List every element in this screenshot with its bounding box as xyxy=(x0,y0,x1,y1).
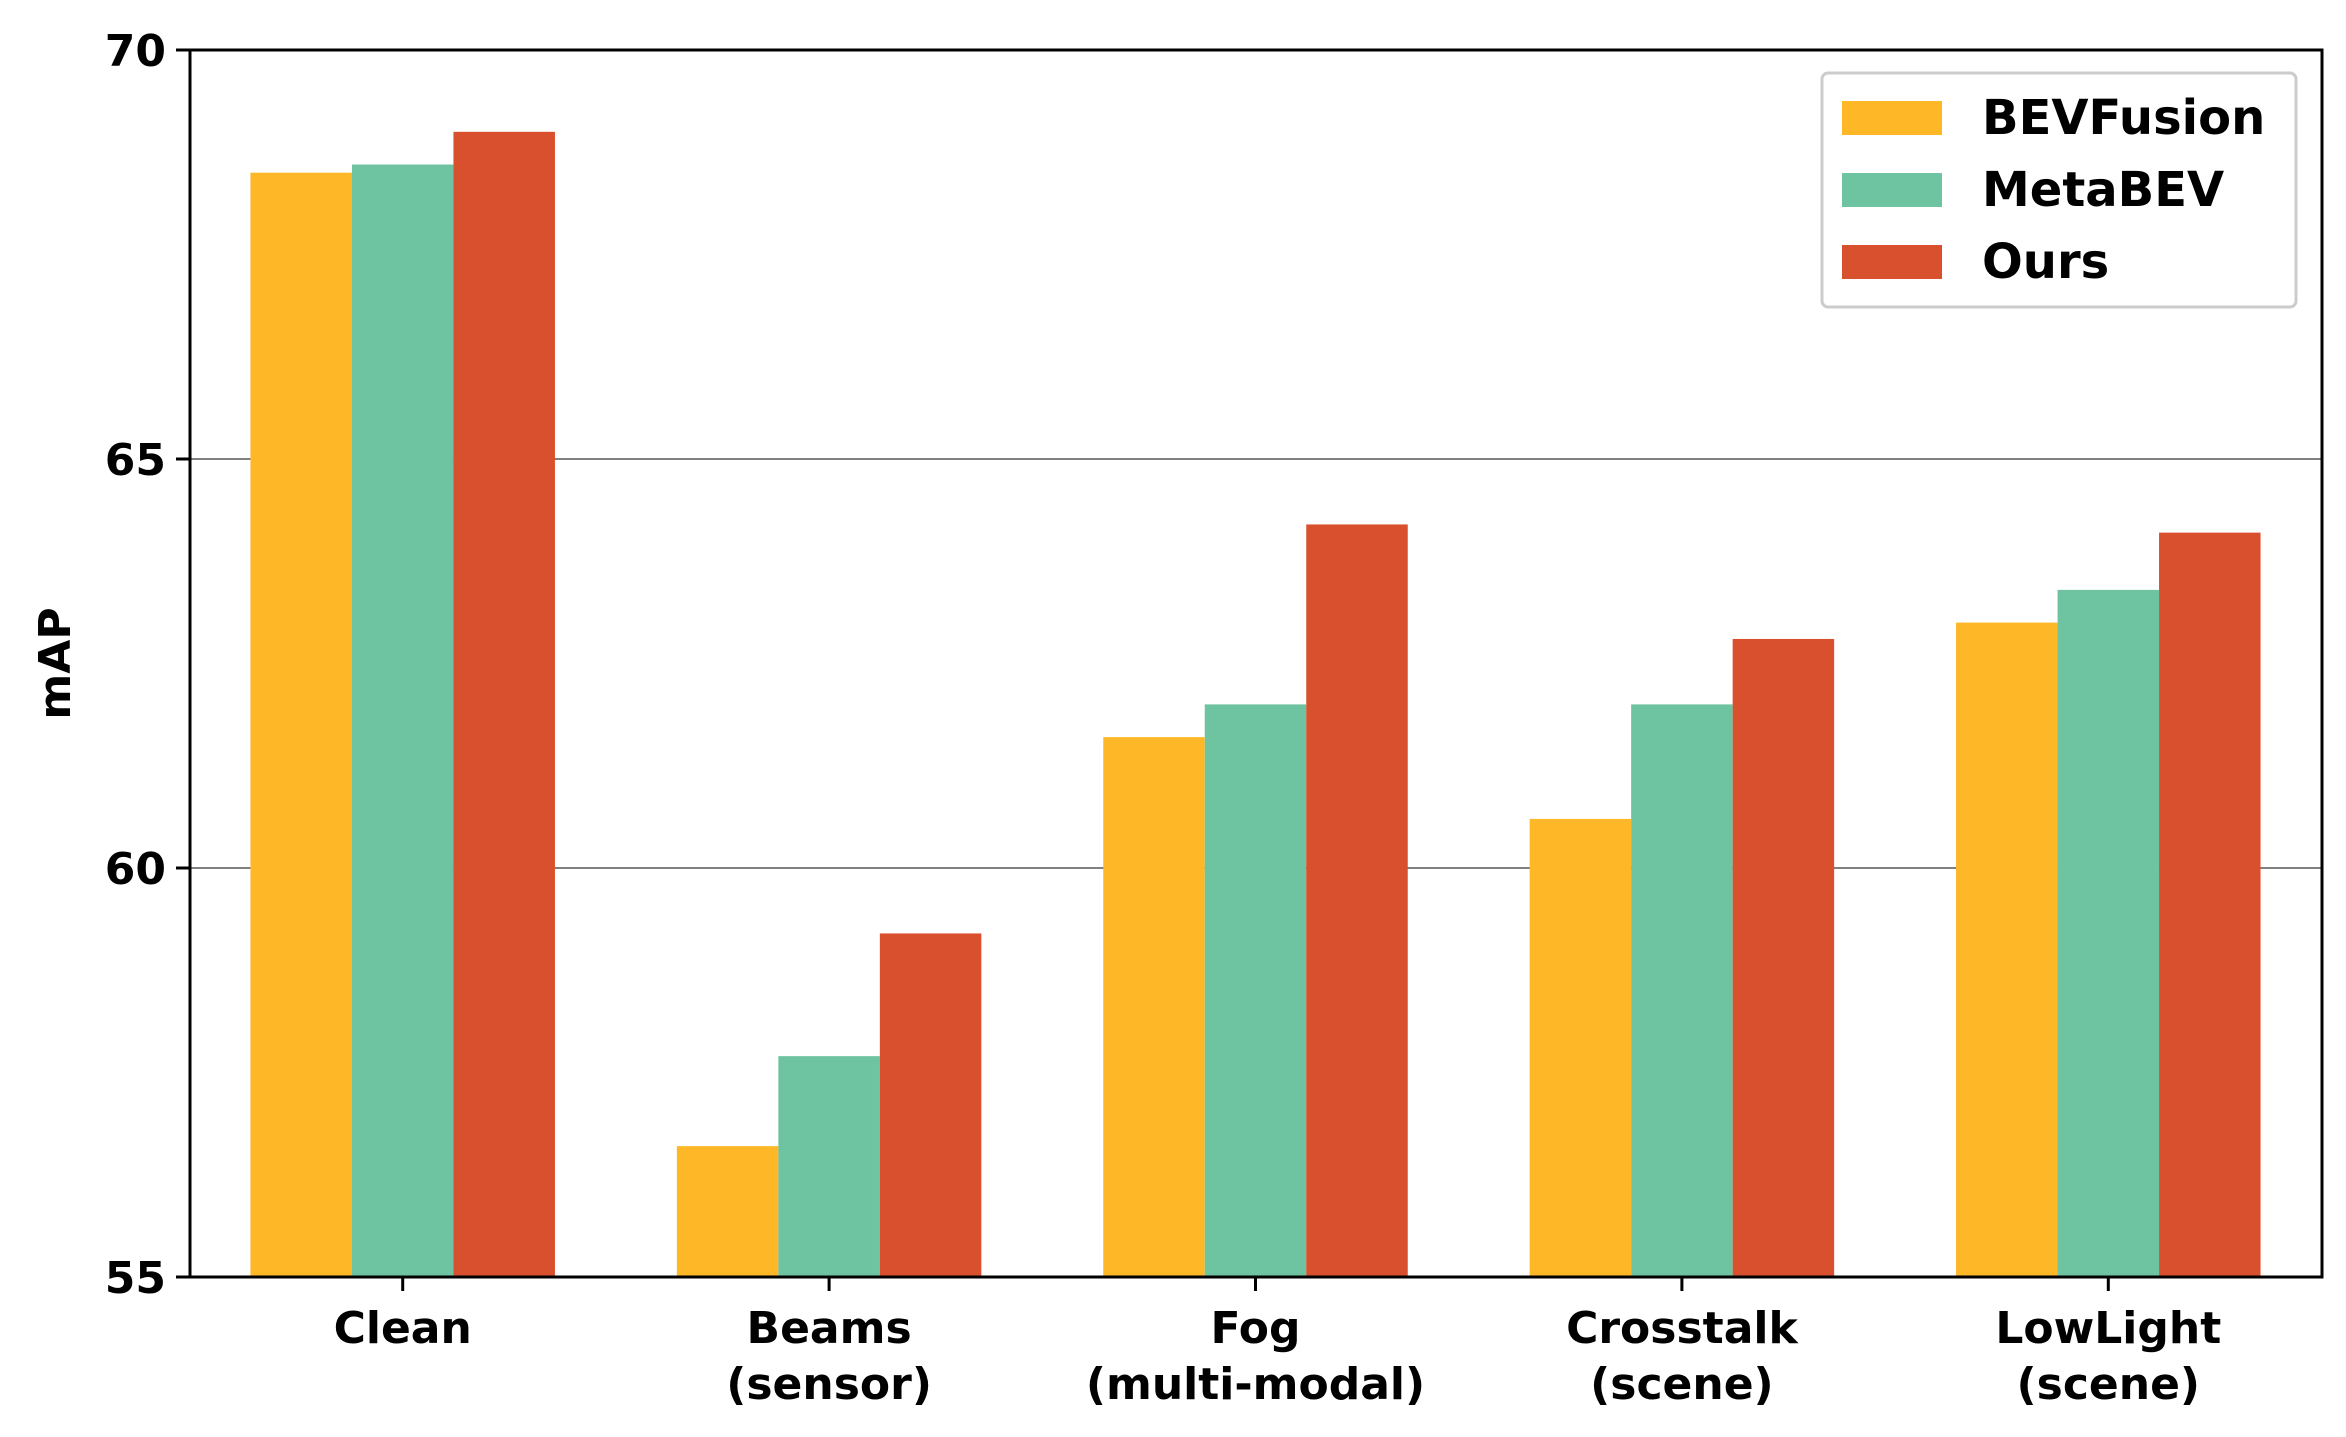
legend-label-bevfusion: BEVFusion xyxy=(1982,90,2265,146)
bar-metabev-clean xyxy=(351,164,454,1277)
x-tick-label: Clean xyxy=(334,1303,472,1354)
bar-metabev-lowlight xyxy=(2057,589,2160,1277)
y-axis: 55 60 65 70 xyxy=(105,26,190,1304)
bar-metabev-crosstalk xyxy=(1631,704,1733,1277)
bar-ours-crosstalk xyxy=(1732,638,1835,1277)
x-tick-label: Crosstalk xyxy=(1566,1303,1799,1354)
y-axis-label: mAP xyxy=(30,607,81,719)
bar-metabev-fog xyxy=(1204,704,1307,1277)
bar-ours-lowlight xyxy=(2159,532,2261,1277)
x-tick-label: Fog xyxy=(1211,1303,1301,1354)
bar-ours-clean xyxy=(453,131,555,1277)
legend-label-ours: Ours xyxy=(1982,234,2109,290)
y-tick-label: 65 xyxy=(105,435,166,486)
legend-swatch-metabev xyxy=(1842,173,1942,207)
bar-ours-beams xyxy=(879,933,982,1277)
bar-bevfusion-crosstalk xyxy=(1529,818,1632,1277)
bar-bevfusion-lowlight xyxy=(1956,622,2058,1277)
y-tick-label: 55 xyxy=(105,1253,166,1304)
x-tick-label: (scene) xyxy=(2017,1359,2201,1410)
bars xyxy=(250,131,2261,1278)
x-tick-label: (multi-modal) xyxy=(1086,1359,1425,1410)
y-tick-label: 60 xyxy=(105,844,166,895)
bar-bevfusion-beams xyxy=(676,1146,779,1277)
x-tick-label: (sensor) xyxy=(726,1359,932,1410)
x-tick-label: Beams xyxy=(747,1303,912,1354)
legend-swatch-ours xyxy=(1842,245,1942,279)
bar-ours-fog xyxy=(1306,524,1408,1277)
x-tick-label: (scene) xyxy=(1590,1359,1774,1410)
x-axis: Clean Beams(sensor) Fog(multi-modal) Crosst… xyxy=(334,1277,2221,1410)
bar-bevfusion-clean xyxy=(250,172,352,1278)
legend: BEVFusion MetaBEV Ours xyxy=(1820,71,2298,309)
y-tick-label: 70 xyxy=(105,26,166,77)
legend-swatch-bevfusion xyxy=(1842,101,1942,135)
legend-label-metabev: MetaBEV xyxy=(1982,162,2224,218)
bar-bevfusion-fog xyxy=(1103,737,1205,1277)
bar-metabev-beams xyxy=(778,1056,880,1277)
x-tick-label: LowLight xyxy=(1995,1303,2221,1354)
